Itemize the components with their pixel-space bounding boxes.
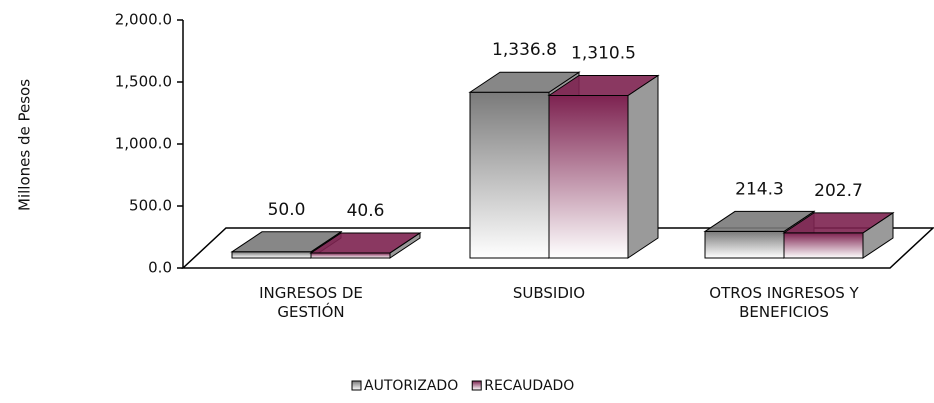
bar bbox=[310, 252, 391, 259]
x-tick-label: OTROS INGRESOS Y BENEFICIOS bbox=[709, 284, 859, 321]
value-label: 1,336.8 bbox=[492, 40, 557, 60]
bar bbox=[548, 94, 629, 259]
bar-top bbox=[547, 74, 660, 96]
y-tick-label: 1,000.0 bbox=[115, 135, 172, 153]
value-label: 1,310.5 bbox=[571, 43, 636, 63]
y-tick-label: 0.0 bbox=[148, 259, 172, 277]
legend-label: RECAUDADO bbox=[484, 378, 574, 394]
legend-label: AUTORIZADO bbox=[364, 378, 458, 394]
value-label: 214.3 bbox=[735, 179, 784, 199]
y-tick-label: 2,000.0 bbox=[115, 11, 172, 29]
value-label: 50.0 bbox=[268, 200, 306, 220]
bar bbox=[469, 91, 550, 259]
legend-swatch bbox=[351, 380, 362, 391]
bar-top bbox=[309, 232, 422, 254]
y-tick-label: 500.0 bbox=[129, 197, 172, 215]
legend-swatch bbox=[471, 380, 482, 391]
y-tick-label: 1,500.0 bbox=[115, 73, 172, 91]
value-label: 202.7 bbox=[814, 181, 863, 201]
bar bbox=[231, 251, 312, 259]
value-label: 40.6 bbox=[347, 201, 385, 221]
bar bbox=[704, 230, 785, 259]
bar-top bbox=[703, 210, 816, 232]
bar-top bbox=[468, 71, 581, 93]
x-tick-label: SUBSIDIO bbox=[512, 284, 586, 302]
bar bbox=[783, 232, 864, 259]
x-tick-label: INGRESOS DE GESTIÓN bbox=[259, 284, 363, 321]
y-axis-title: Millones de Pesos bbox=[16, 79, 34, 211]
bar-top bbox=[782, 212, 895, 234]
bar-side bbox=[627, 74, 659, 259]
bar-top bbox=[230, 231, 343, 253]
